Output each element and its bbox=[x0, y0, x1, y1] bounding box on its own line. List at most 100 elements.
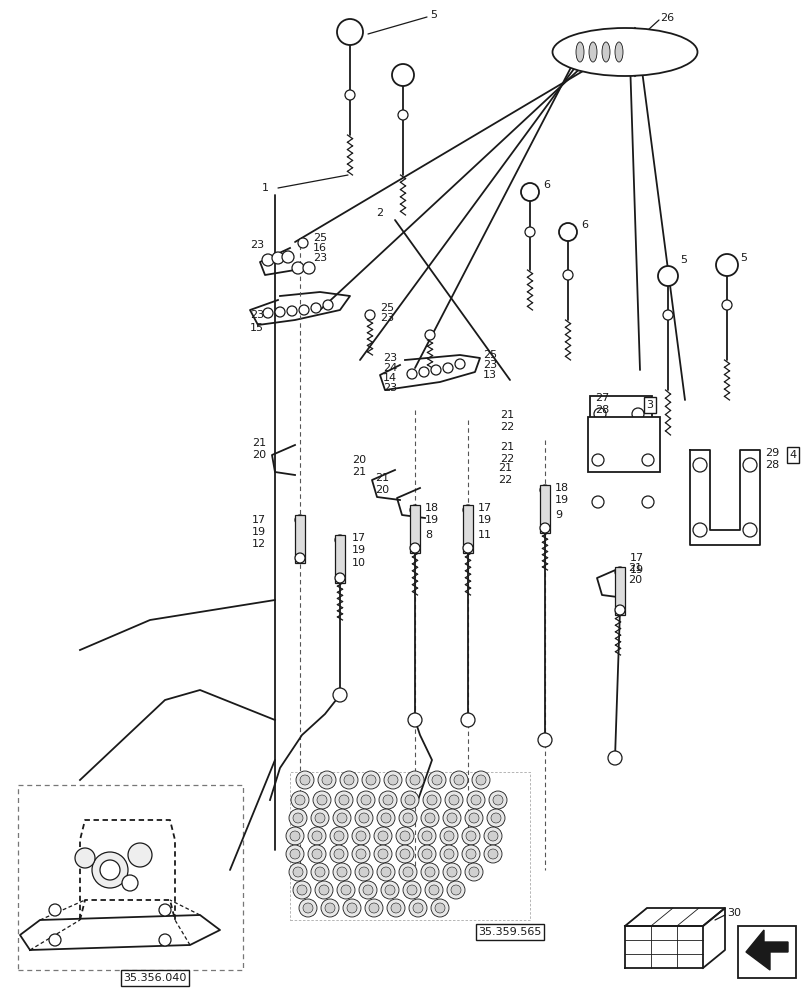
Circle shape bbox=[469, 813, 478, 823]
Text: 22: 22 bbox=[497, 475, 512, 485]
Circle shape bbox=[358, 813, 368, 823]
Circle shape bbox=[539, 523, 549, 533]
Circle shape bbox=[311, 303, 320, 313]
Circle shape bbox=[292, 262, 303, 274]
Circle shape bbox=[337, 813, 346, 823]
Circle shape bbox=[401, 791, 418, 809]
Circle shape bbox=[444, 849, 453, 859]
Circle shape bbox=[418, 827, 436, 845]
Ellipse shape bbox=[551, 28, 697, 76]
Circle shape bbox=[469, 867, 478, 877]
Circle shape bbox=[440, 827, 457, 845]
Polygon shape bbox=[745, 930, 787, 970]
Circle shape bbox=[289, 809, 307, 827]
Circle shape bbox=[422, 831, 431, 841]
Circle shape bbox=[122, 875, 138, 891]
Circle shape bbox=[315, 813, 324, 823]
Circle shape bbox=[337, 881, 354, 899]
Circle shape bbox=[428, 885, 439, 895]
Text: 30: 30 bbox=[726, 908, 740, 918]
Circle shape bbox=[406, 771, 423, 789]
Circle shape bbox=[380, 867, 391, 877]
Circle shape bbox=[354, 809, 372, 827]
Circle shape bbox=[461, 713, 474, 727]
Circle shape bbox=[285, 845, 303, 863]
Circle shape bbox=[475, 775, 486, 785]
Circle shape bbox=[448, 795, 458, 805]
Circle shape bbox=[358, 881, 376, 899]
Circle shape bbox=[298, 238, 307, 248]
Text: 18: 18 bbox=[424, 503, 439, 513]
Text: 25: 25 bbox=[380, 303, 393, 313]
Circle shape bbox=[294, 795, 305, 805]
Circle shape bbox=[607, 751, 621, 765]
Circle shape bbox=[374, 845, 392, 863]
Circle shape bbox=[159, 934, 171, 946]
Circle shape bbox=[290, 831, 299, 841]
Text: 23: 23 bbox=[483, 360, 496, 370]
Text: 21: 21 bbox=[500, 442, 513, 452]
Circle shape bbox=[355, 831, 366, 841]
Circle shape bbox=[355, 849, 366, 859]
Text: 23: 23 bbox=[380, 313, 393, 323]
Circle shape bbox=[294, 553, 305, 563]
Circle shape bbox=[333, 831, 344, 841]
Circle shape bbox=[128, 843, 152, 867]
Circle shape bbox=[405, 795, 414, 805]
Text: 35.359.565: 35.359.565 bbox=[478, 927, 541, 937]
Text: 29: 29 bbox=[764, 448, 779, 458]
Circle shape bbox=[75, 848, 95, 868]
Circle shape bbox=[333, 688, 346, 702]
Circle shape bbox=[380, 813, 391, 823]
Text: 22: 22 bbox=[500, 454, 513, 464]
Circle shape bbox=[742, 523, 756, 537]
Circle shape bbox=[329, 845, 348, 863]
Text: 21: 21 bbox=[351, 467, 366, 477]
Circle shape bbox=[407, 713, 422, 727]
Circle shape bbox=[290, 791, 309, 809]
Text: 27: 27 bbox=[594, 393, 608, 403]
Circle shape bbox=[491, 813, 500, 823]
Circle shape bbox=[462, 505, 473, 515]
Text: 20: 20 bbox=[351, 455, 366, 465]
Text: 21: 21 bbox=[627, 563, 642, 573]
Text: 21: 21 bbox=[500, 410, 513, 420]
Circle shape bbox=[290, 849, 299, 859]
Circle shape bbox=[376, 809, 394, 827]
Circle shape bbox=[431, 365, 440, 375]
Text: 6: 6 bbox=[543, 180, 549, 190]
Circle shape bbox=[402, 867, 413, 877]
Circle shape bbox=[461, 827, 479, 845]
Circle shape bbox=[338, 795, 349, 805]
Circle shape bbox=[307, 827, 325, 845]
Circle shape bbox=[376, 863, 394, 881]
Circle shape bbox=[462, 543, 473, 553]
Bar bbox=[614, 567, 624, 615]
Circle shape bbox=[281, 251, 294, 263]
Text: 23: 23 bbox=[383, 383, 397, 393]
Text: 9: 9 bbox=[554, 510, 561, 520]
Circle shape bbox=[396, 827, 414, 845]
Circle shape bbox=[335, 573, 345, 583]
Text: 11: 11 bbox=[478, 530, 491, 540]
Circle shape bbox=[418, 845, 436, 863]
Text: 23: 23 bbox=[383, 353, 397, 363]
Circle shape bbox=[562, 270, 573, 280]
Circle shape bbox=[418, 367, 428, 377]
Circle shape bbox=[335, 535, 345, 545]
Circle shape bbox=[320, 899, 338, 917]
Circle shape bbox=[49, 934, 61, 946]
Circle shape bbox=[525, 227, 534, 237]
Circle shape bbox=[521, 183, 539, 201]
Ellipse shape bbox=[588, 42, 596, 62]
Text: 20: 20 bbox=[627, 575, 642, 585]
Text: 20: 20 bbox=[251, 450, 266, 460]
Text: 4: 4 bbox=[788, 450, 796, 460]
Text: 18: 18 bbox=[554, 483, 569, 493]
Circle shape bbox=[341, 885, 350, 895]
Bar bbox=[737, 926, 795, 978]
Text: 28: 28 bbox=[594, 405, 608, 415]
Circle shape bbox=[591, 454, 603, 466]
Circle shape bbox=[335, 791, 353, 809]
Circle shape bbox=[391, 903, 401, 913]
